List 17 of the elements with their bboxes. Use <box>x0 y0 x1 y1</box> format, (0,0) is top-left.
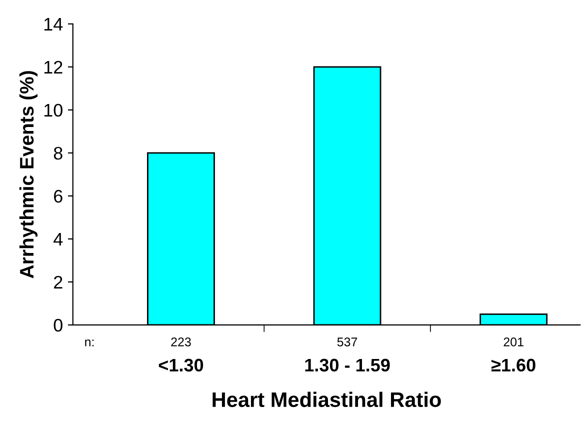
text: 537 <box>337 338 358 346</box>
y-tick-label: 8 <box>54 146 62 160</box>
y-tick-label: 10 <box>44 104 62 117</box>
y-tick-label: 14 <box>44 18 63 30</box>
y-tick-label: 2 <box>54 276 62 288</box>
y-tick-label: 6 <box>54 190 62 203</box>
x-axis-title: Heart Mediastinal Ratio <box>212 392 441 408</box>
text: n: <box>85 340 94 346</box>
x-tick-label: 1.30 - 1.59 <box>305 358 390 372</box>
y-tick-label: 4 <box>54 233 63 246</box>
text: 223 <box>171 338 191 346</box>
y-axis-title: Arrhythmic Events (%) <box>19 71 38 278</box>
x-tick-label: <1.30 <box>158 358 204 372</box>
text: 201 <box>504 338 524 346</box>
x-tick-label: ≥1.60 <box>491 358 536 372</box>
y-tick-label: 12 <box>44 60 62 74</box>
y-tick-label: 0 <box>54 318 62 332</box>
